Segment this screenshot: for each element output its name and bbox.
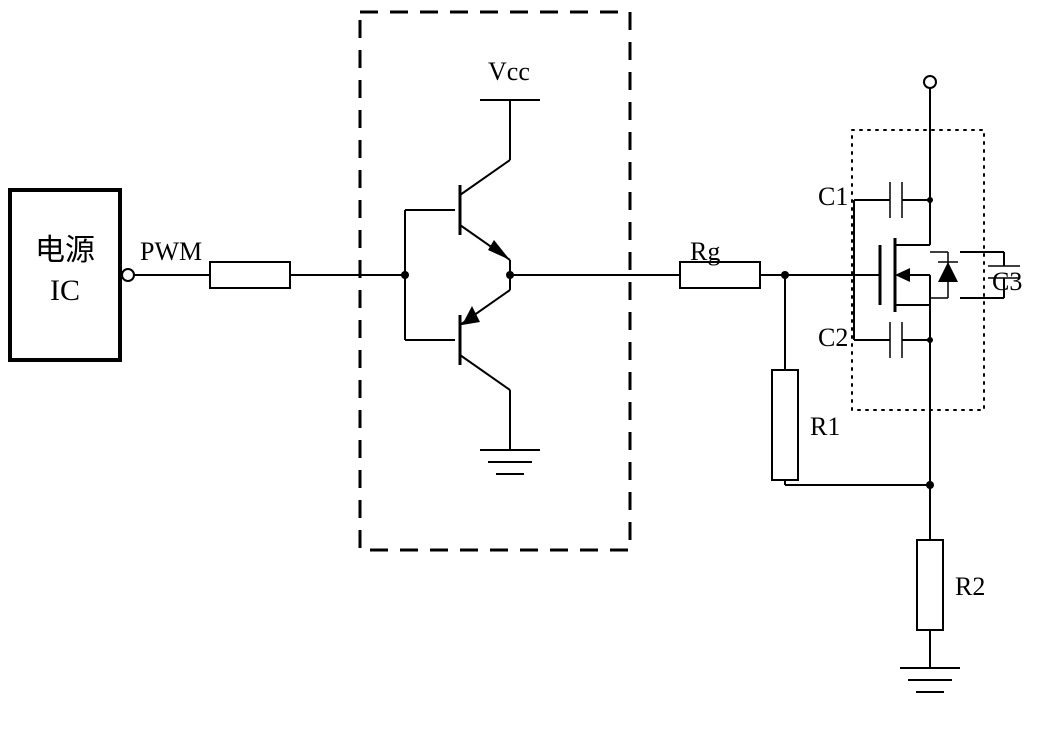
c3-label: C3 <box>992 267 1022 296</box>
ground-output <box>900 668 960 692</box>
c2-label: C2 <box>818 323 848 352</box>
mosfet-dotted-box <box>852 130 984 410</box>
r2-label: R2 <box>955 572 985 601</box>
pwm-label: PWM <box>140 237 202 266</box>
ic-output-terminal <box>122 269 134 281</box>
circuit-diagram: 电源 IC PWM Vcc <box>0 0 1039 735</box>
transistor-npn-q1 <box>460 100 510 275</box>
vcc-label: Vcc <box>488 57 530 86</box>
ic-label-line2: IC <box>50 274 80 307</box>
c1-label: C1 <box>818 182 848 211</box>
series-resistor <box>210 262 290 288</box>
mosfet <box>870 76 958 485</box>
node-c2-source <box>927 337 933 343</box>
transistor-pnp-q2 <box>460 275 510 450</box>
capacitor-c1 <box>854 182 930 275</box>
r1-resistor <box>772 370 798 480</box>
driver-dashed-box <box>360 12 630 550</box>
capacitor-c2 <box>854 275 930 358</box>
node-c1-drain <box>927 197 933 203</box>
r1-label: R1 <box>810 412 840 441</box>
r2-resistor <box>917 540 943 630</box>
ic-label-line1: 电源 <box>35 234 95 267</box>
ground-driver <box>480 450 540 474</box>
